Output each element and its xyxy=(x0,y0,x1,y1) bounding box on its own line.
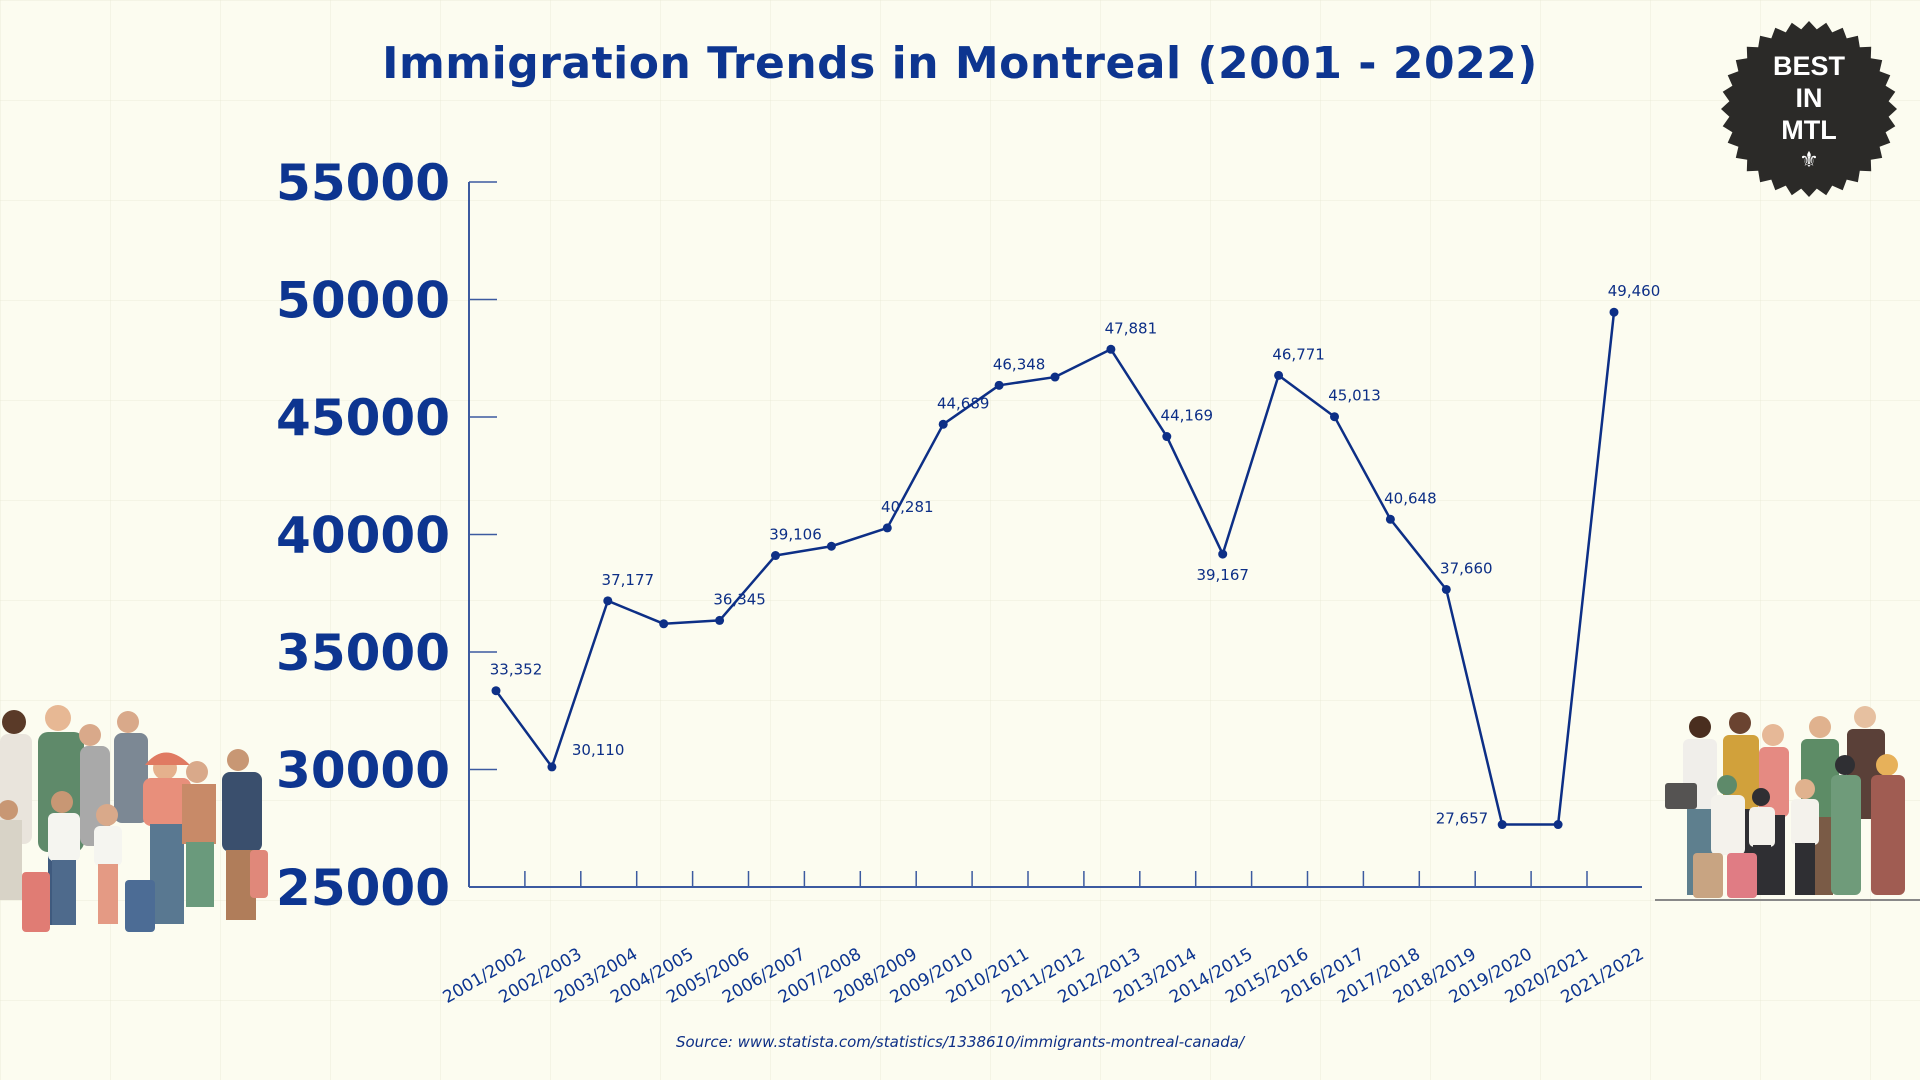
data-point xyxy=(994,380,1004,390)
y-tick-label: 30000 xyxy=(276,742,450,800)
y-tick-label: 25000 xyxy=(276,859,450,917)
person-figure xyxy=(1655,706,1920,901)
data-point xyxy=(547,762,557,772)
data-point xyxy=(1609,307,1619,317)
data-label: 46,348 xyxy=(993,355,1046,373)
data-point xyxy=(1497,820,1507,830)
data-point xyxy=(1330,412,1339,422)
badge-line-2: IN xyxy=(1795,83,1823,113)
data-point xyxy=(1553,820,1563,830)
data-label: 37,660 xyxy=(1440,559,1493,577)
data-point xyxy=(771,551,780,561)
data-label: 36,345 xyxy=(713,590,766,608)
data-point xyxy=(715,615,725,625)
data-point xyxy=(1218,549,1228,559)
data-point xyxy=(603,596,613,606)
best-in-mtl-badge: BEST IN MTL ⚜ xyxy=(1720,20,1898,198)
data-label: 39,167 xyxy=(1196,566,1249,584)
y-tick-label: 40000 xyxy=(276,507,450,565)
data-point xyxy=(1162,432,1172,442)
data-label: 47,881 xyxy=(1105,319,1158,337)
data-label: 37,177 xyxy=(602,571,655,589)
person-figure xyxy=(0,705,268,932)
data-point xyxy=(1441,584,1451,594)
data-label: 45,013 xyxy=(1328,387,1381,405)
badge-seal-shape xyxy=(1721,21,1897,197)
data-label: 44,689 xyxy=(937,394,990,412)
data-point xyxy=(491,686,501,696)
fleur-de-lis-icon: ⚜ xyxy=(1799,148,1819,173)
data-label: 46,771 xyxy=(1272,345,1325,363)
y-axis: 25000 30000 35000 40000 45000 50000 55000 xyxy=(276,154,497,917)
data-label: 49,460 xyxy=(1608,282,1661,300)
badge-line-1: BEST xyxy=(1772,51,1845,81)
data-point xyxy=(1385,514,1395,524)
series-immigrants: 33,352 30,110 37,177 36,345 39,106 40,281 44,6… xyxy=(490,282,1661,830)
data-point xyxy=(826,541,836,551)
data-label: 33,352 xyxy=(490,661,543,679)
data-point xyxy=(882,523,892,533)
data-point xyxy=(1274,370,1284,380)
data-point xyxy=(1106,344,1116,354)
data-label: 30,110 xyxy=(572,741,625,759)
badge-line-3: MTL xyxy=(1781,115,1837,145)
immigrant-group-walking-illustration xyxy=(0,705,268,932)
y-tick-label: 50000 xyxy=(276,272,450,330)
y-tick-label: 35000 xyxy=(276,624,450,682)
data-label: 40,648 xyxy=(1384,489,1437,507)
data-label: 27,657 xyxy=(1436,810,1489,828)
data-label: 39,106 xyxy=(769,526,822,544)
y-tick-label: 55000 xyxy=(276,154,450,212)
data-label: 44,169 xyxy=(1161,407,1214,425)
data-label: 40,281 xyxy=(881,498,934,516)
y-tick-label: 45000 xyxy=(276,389,450,447)
data-point xyxy=(938,419,948,429)
x-axis: 2001/20022002/20032003/20042004/20052005… xyxy=(440,871,1648,1008)
chart-title: Immigration Trends in Montreal (2001 - 2… xyxy=(382,38,1538,89)
source-citation: Source: www.statista.com/statistics/1338… xyxy=(675,1033,1245,1051)
data-point xyxy=(659,619,669,629)
immigrant-family-standing-illustration xyxy=(1655,706,1920,901)
badge-text: BEST IN MTL xyxy=(1720,50,1898,146)
data-point xyxy=(1050,372,1060,382)
